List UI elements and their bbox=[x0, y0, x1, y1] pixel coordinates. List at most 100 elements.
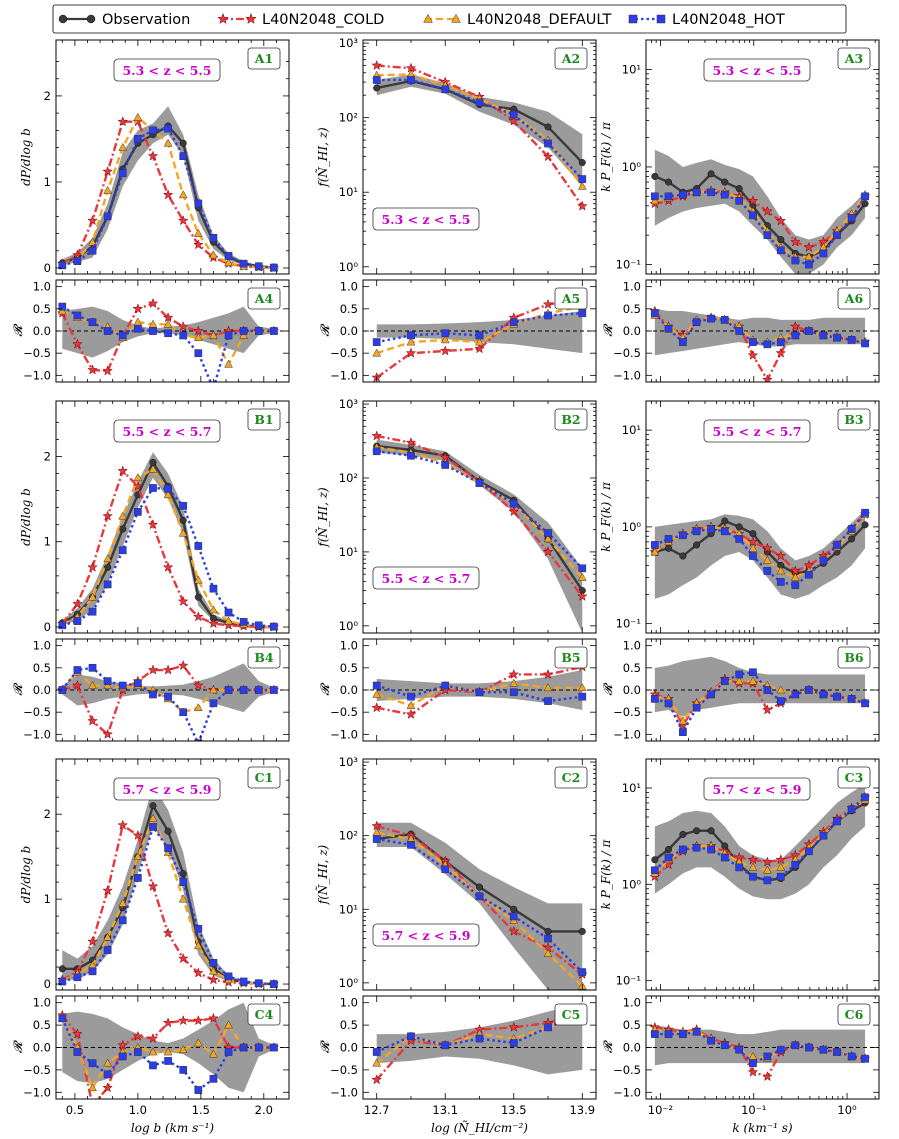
panel-B6: 1.0 0.5 0.0 −0.5 −1.0 𝓡 B6 bbox=[601, 638, 880, 742]
point-L40N2048_COLD-9 bbox=[775, 347, 787, 358]
y-axis-label: 𝓡 bbox=[318, 1039, 332, 1053]
point-L40N2048_HOT-3 bbox=[103, 946, 112, 954]
y-axis-label: dP/dlog b bbox=[19, 128, 33, 186]
y-tick-label: 1.0 bbox=[623, 996, 641, 1010]
y-tick-label: 10¹ bbox=[622, 781, 641, 795]
panel-id-badge: C3 bbox=[837, 766, 871, 789]
y-tick-label: 10² bbox=[339, 111, 358, 125]
point-Observation-0 bbox=[651, 856, 659, 864]
point-L40N2048_HOT-2 bbox=[679, 1030, 687, 1038]
point-L40N2048_COLD-5 bbox=[132, 1030, 144, 1041]
point-L40N2048_DEFAULT-5 bbox=[543, 683, 553, 692]
point-L40N2048_HOT-10 bbox=[210, 385, 217, 392]
panel-id-text: C6 bbox=[845, 1007, 864, 1022]
panel-B2: 10⁰ 10¹ 10² 10³ f(Ñ_HI, z) B2 5.5 < z < 5.7 bbox=[315, 397, 597, 634]
y-tick-label: −1.0 bbox=[613, 368, 641, 382]
y-axis-label: 𝓡 bbox=[11, 682, 25, 696]
point-L40N2048_HOT-1 bbox=[664, 192, 673, 201]
point-Observation-3 bbox=[476, 883, 484, 891]
point-L40N2048_HOT-6 bbox=[149, 126, 157, 135]
point-L40N2048_DEFAULT-9 bbox=[193, 941, 203, 950]
point-L40N2048_HOT-3 bbox=[475, 479, 484, 488]
panel-id-text: B5 bbox=[561, 650, 580, 665]
point-L40N2048_HOT-2 bbox=[679, 531, 687, 540]
point-L40N2048_HOT-5 bbox=[720, 853, 729, 862]
panel-id-text: A4 bbox=[254, 291, 274, 306]
point-L40N2048_DEFAULT-3 bbox=[103, 932, 113, 941]
series-L40N2048_DEFAULT bbox=[654, 513, 867, 579]
point-L40N2048_DEFAULT-10 bbox=[209, 685, 218, 694]
y-tick-label: 10² bbox=[339, 471, 358, 485]
point-L40N2048_COLD-0 bbox=[371, 59, 383, 71]
point-L40N2048_COLD-7 bbox=[747, 1066, 759, 1077]
point-L40N2048_COLD-4 bbox=[117, 116, 129, 127]
series-L40N2048_DEFAULT bbox=[654, 679, 866, 723]
point-L40N2048_HOT-2 bbox=[88, 663, 97, 672]
point-L40N2048_DEFAULT-4 bbox=[509, 678, 519, 687]
point-L40N2048_DEFAULT-11 bbox=[224, 616, 233, 625]
y-axis-label: f(Ñ_HI, z) bbox=[315, 127, 330, 188]
point-L40N2048_HOT-3 bbox=[103, 212, 112, 221]
panel-id-text: B2 bbox=[561, 412, 580, 427]
y-tick-label: 1.0 bbox=[623, 280, 641, 294]
point-L40N2048_DEFAULT-7 bbox=[163, 138, 173, 147]
point-L40N2048_HOT-10 bbox=[791, 581, 800, 589]
point-L40N2048_COLD-6 bbox=[576, 200, 588, 211]
point-L40N2048_HOT-1 bbox=[664, 699, 673, 708]
point-L40N2048_DEFAULT-3 bbox=[103, 1058, 113, 1067]
y-axis-label: k P_F(k) / π bbox=[599, 121, 613, 192]
point-L40N2048_COLD-3 bbox=[102, 365, 113, 376]
point-L40N2048_COLD-7 bbox=[162, 312, 174, 323]
point-L40N2048_HOT-9 bbox=[776, 872, 785, 881]
point-L40N2048_HOT-9 bbox=[194, 542, 203, 550]
redshift-badge: 5.3 < z < 5.5 bbox=[703, 58, 811, 82]
point-L40N2048_COLD-5 bbox=[542, 668, 554, 680]
series-L40N2048_HOT bbox=[653, 312, 866, 346]
panel-id-badge: C6 bbox=[837, 1003, 871, 1026]
point-L40N2048_HOT-0 bbox=[58, 686, 67, 694]
point-L40N2048_COLD-8 bbox=[762, 704, 773, 715]
y-tick-label: −1.0 bbox=[23, 368, 51, 382]
redshift-text: 5.5 < z < 5.7 bbox=[382, 571, 471, 586]
point-L40N2048_HOT-8 bbox=[763, 231, 772, 240]
point-L40N2048_COLD-8 bbox=[762, 1071, 773, 1082]
point-L40N2048_HOT-7 bbox=[749, 211, 757, 220]
point-Observation-5 bbox=[721, 517, 729, 525]
point-L40N2048_HOT-9 bbox=[194, 925, 203, 933]
x-tick-label: 13.1 bbox=[432, 1103, 458, 1117]
point-Observation-9 bbox=[777, 236, 785, 244]
point-L40N2048_DEFAULT-6 bbox=[577, 683, 587, 692]
series-L40N2048_COLD bbox=[654, 796, 866, 878]
point-L40N2048_COLD-10 bbox=[789, 320, 801, 332]
point-L40N2048_HOT-15 bbox=[861, 339, 869, 348]
point-L40N2048_HOT-14 bbox=[847, 695, 856, 703]
point-L40N2048_COLD-6 bbox=[147, 664, 159, 675]
point-L40N2048_HOT-2 bbox=[441, 85, 450, 94]
series-L40N2048_HOT bbox=[654, 1030, 866, 1065]
panel-id-text: B4 bbox=[254, 650, 274, 665]
point-L40N2048_HOT-3 bbox=[692, 527, 701, 536]
point-L40N2048_COLD-10 bbox=[208, 618, 219, 629]
point-L40N2048_DEFAULT-10 bbox=[209, 605, 218, 614]
point-L40N2048_DEFAULT-11 bbox=[224, 1020, 233, 1029]
point-L40N2048_HOT-11 bbox=[805, 570, 813, 579]
point-L40N2048_COLD-9 bbox=[192, 1015, 204, 1026]
point-L40N2048_COLD-2 bbox=[87, 935, 98, 947]
point-L40N2048_HOT-8 bbox=[179, 152, 188, 160]
point-L40N2048_HOT-4 bbox=[509, 110, 518, 119]
point-L40N2048_HOT-11 bbox=[805, 1043, 813, 1052]
y-tick-label: 10¹ bbox=[339, 902, 358, 916]
point-Observation-5 bbox=[544, 927, 552, 935]
y-tick-label: 10¹ bbox=[339, 185, 358, 199]
point-L40N2048_HOT-12 bbox=[239, 327, 248, 335]
point-L40N2048_DEFAULT-6 bbox=[577, 572, 587, 581]
error-band bbox=[654, 784, 866, 900]
panel-A2: 10⁰ 10¹ 10² 10³ f(Ñ_HI, z) A2 5.3 < z < 5.5 bbox=[315, 36, 597, 275]
point-L40N2048_DEFAULT-6 bbox=[148, 464, 158, 473]
point-L40N2048_COLD-5 bbox=[542, 546, 554, 557]
point-Observation-6 bbox=[149, 802, 157, 810]
point-Observation-14 bbox=[848, 535, 856, 543]
point-L40N2048_COLD-3 bbox=[474, 343, 485, 354]
point-L40N2048_HOT-13 bbox=[254, 327, 263, 335]
error-band bbox=[62, 663, 274, 713]
